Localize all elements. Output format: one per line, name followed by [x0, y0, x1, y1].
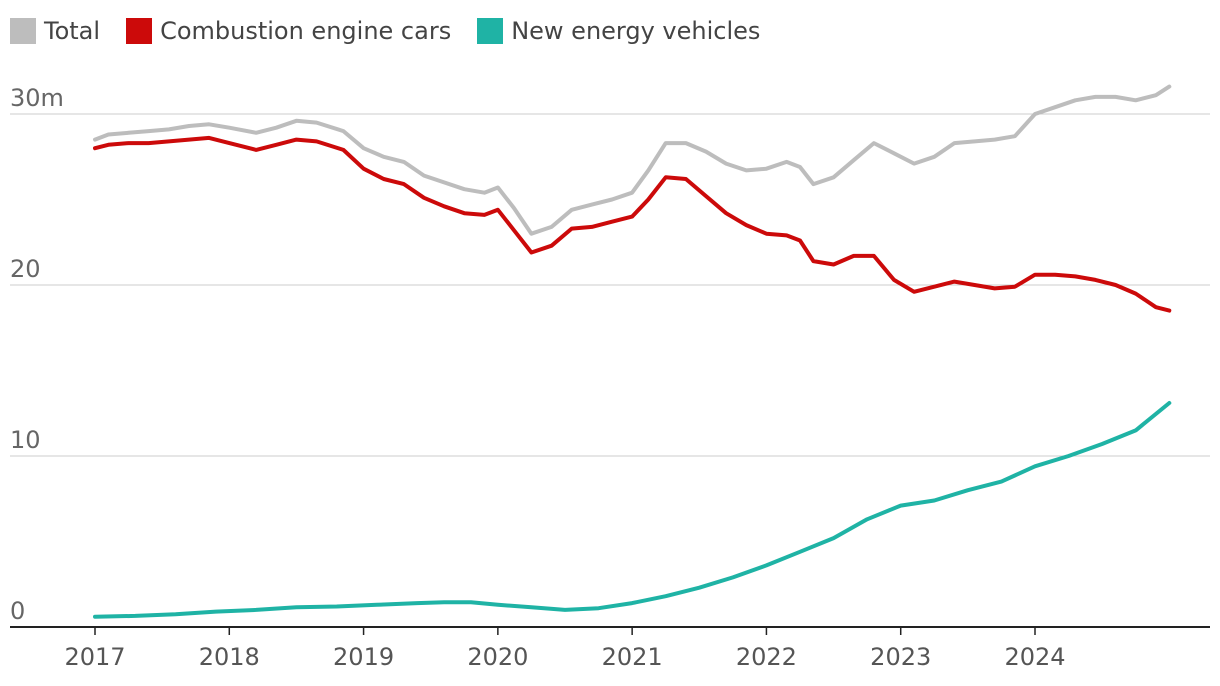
series-line-total: [93, 84, 1172, 236]
legend-item-total: Total: [10, 17, 100, 45]
x-tick-label: 2018: [199, 643, 260, 671]
y-tick-label: 30m: [10, 84, 64, 112]
legend-label-combustion: Combustion engine cars: [160, 17, 452, 45]
y-tick-label: 10: [10, 426, 41, 454]
y-tick-label: 0: [10, 597, 25, 625]
legend-swatch-nev: [477, 18, 504, 44]
y-tick-label: 20: [10, 255, 41, 283]
x-tick-label: 2022: [736, 643, 797, 671]
legend-label-total: Total: [44, 17, 101, 45]
legend-item-nev: New energy vehicles: [477, 17, 760, 45]
x-tick-label: 2020: [467, 643, 528, 671]
legend-label-nev: New energy vehicles: [511, 17, 761, 45]
chart-legend: Total Combustion engine cars New energy …: [10, 14, 786, 48]
series-line-combustion: [93, 135, 1172, 313]
x-tick-label: 2017: [64, 643, 125, 671]
series-line-nev: [93, 401, 1172, 619]
x-tick-label: 2021: [602, 643, 663, 671]
legend-swatch-combustion: [126, 18, 153, 44]
legend-item-combustion: Combustion engine cars: [126, 17, 451, 45]
x-tick-label: 2024: [1004, 643, 1065, 671]
x-tick-label: 2023: [870, 643, 931, 671]
x-tick-label: 2019: [333, 643, 394, 671]
legend-swatch-total: [10, 18, 36, 44]
